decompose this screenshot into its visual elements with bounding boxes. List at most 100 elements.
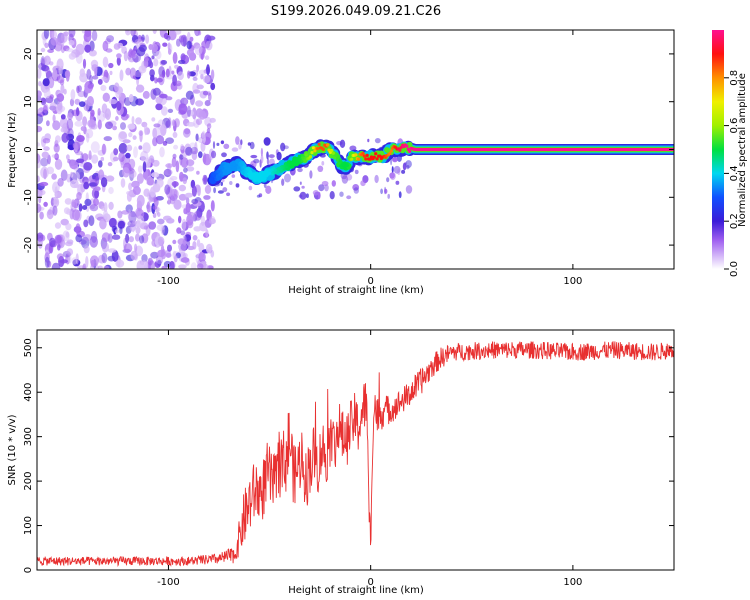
noise-blob [37,238,43,249]
y-tick-label: 100 [23,516,34,535]
noise-blob [133,146,138,159]
noise-blob [172,131,178,138]
noise-blob [178,264,187,269]
chart-title: S199.2026.049.09.21.C26 [271,4,441,19]
noise-blob [125,233,130,244]
noise-blob [101,143,107,155]
noise-blob [119,69,124,82]
noise-blob [194,141,198,154]
noise-blob [156,178,164,188]
noise-blob [52,205,58,216]
noise-blob [260,154,264,164]
noise-blob [122,139,131,144]
noise-blob [76,158,85,164]
noise-blob [139,130,143,143]
noise-blob [201,130,206,140]
noise-blob [107,248,117,253]
ridge-cell [211,177,215,181]
noise-blob [49,94,54,100]
noise-blob [54,158,63,170]
noise-blob [113,43,121,50]
noise-blob [38,195,42,204]
noise-blob [99,218,107,230]
ridge-cell [236,165,240,170]
noise-blob [51,154,60,159]
noise-blob [85,128,94,139]
noise-blob [133,71,143,78]
noise-blob [69,159,79,170]
noise-blob [248,185,253,191]
noise-blob [208,92,212,102]
noise-blob [250,154,258,159]
noise-blob [116,56,121,66]
noise-blob [157,119,165,131]
noise-blob [174,30,182,35]
ridge-cell [354,153,358,157]
noise-blob [52,114,56,123]
ridge-cell [217,170,221,174]
noise-blob [318,191,321,200]
noise-blob [132,186,141,195]
noise-blob [402,162,407,171]
noise-blob [157,218,165,225]
noise-blob [97,78,103,85]
noise-blob [151,43,158,53]
ridge-cell [242,165,246,169]
y-tick-label: 300 [23,427,34,446]
ridge-cell [256,175,260,179]
noise-blob [309,170,313,179]
noise-blob [118,151,125,163]
noise-blob [276,151,282,161]
noise-blob [171,70,175,75]
y-tick-label: 200 [23,472,34,491]
noise-blob [260,147,263,157]
ridge-cell [263,170,267,174]
noise-blob [157,236,165,247]
ridge-cell [312,150,318,156]
ridge-cell [239,163,243,167]
ridge-cell [268,171,272,175]
noise-blob [91,30,98,42]
ridge-cell [333,156,337,160]
noise-blob [76,192,82,200]
noise-blob [196,239,201,248]
noise-blob [206,128,211,134]
noise-blob [178,215,182,224]
noise-blob [52,199,58,205]
noise-blob [90,123,98,130]
noise-blob [163,169,173,176]
noise-blob [57,100,63,111]
ridge-cell [316,147,320,151]
noise-blob [346,195,352,200]
noise-blob [199,251,204,261]
noise-blob [187,211,196,223]
noise-blob [149,61,154,69]
noise-blob [130,30,136,37]
noise-blob [81,30,85,34]
colorbar-tick-label: 0.4 [729,165,740,181]
noise-blob [83,162,93,171]
noise-blob [165,163,174,168]
noise-blob [112,156,119,162]
noise-blob [85,256,89,268]
noise-blob [195,100,204,107]
noise-blob [103,210,108,220]
noise-blob [195,133,199,142]
noise-blob [102,92,111,103]
noise-blob [147,192,151,200]
ridge-cell [296,160,300,164]
noise-blob [78,101,86,107]
noise-blob [386,177,390,183]
noise-blob [37,90,42,98]
ridge-cell [375,157,379,161]
snr-y-label: SNR (10 * v/v) [7,414,18,485]
colorbar-tick-label: 0.8 [729,70,740,86]
noise-blob [212,141,216,149]
noise-blob [148,221,157,230]
ridge-cell [338,158,342,162]
noise-blob [102,40,109,52]
noise-blob [161,265,168,269]
ridge-cell [276,170,280,174]
ridge-cell [321,147,325,151]
noise-blob [43,88,51,99]
